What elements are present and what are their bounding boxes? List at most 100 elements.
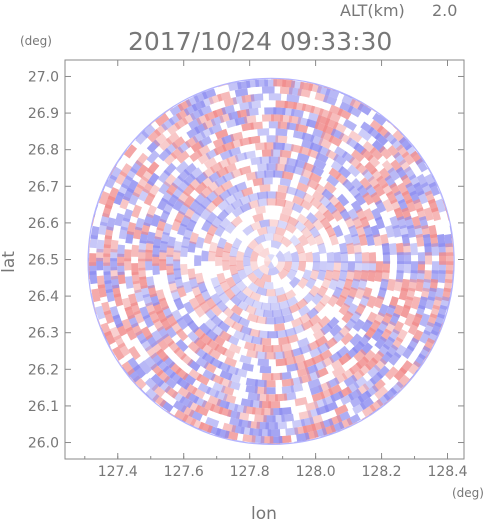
field-cell: [217, 199, 230, 212]
x-tick-label: 128.0: [296, 464, 336, 480]
field-cell: [247, 272, 259, 284]
field-cell: [264, 380, 276, 388]
field-cell: [392, 224, 402, 238]
field-cell: [215, 246, 224, 258]
field-cell: [328, 135, 343, 147]
field-cell: [156, 348, 169, 362]
field-cell: [166, 263, 174, 276]
radar-field: [87, 77, 455, 445]
field-cell: [208, 250, 216, 262]
field-cell: [300, 199, 313, 211]
field-cell: [179, 396, 194, 409]
field-cell: [241, 362, 254, 372]
field-cell: [373, 358, 388, 372]
field-cell: [189, 232, 199, 245]
field-cell: [438, 252, 447, 265]
field-cell: [242, 434, 256, 443]
field-cell: [380, 233, 389, 247]
field-cell: [328, 278, 339, 291]
field-cell: [417, 190, 429, 205]
field-cell: [109, 305, 121, 320]
field-cell: [310, 134, 324, 146]
field-cell: [298, 410, 312, 420]
field-cell: [217, 157, 231, 169]
field-cell: [109, 326, 122, 341]
field-cell: [214, 224, 226, 237]
field-cell: [377, 303, 389, 318]
field-cell: [117, 244, 125, 257]
field-cell: [333, 153, 347, 166]
field-cell: [364, 161, 378, 175]
field-cell: [271, 344, 283, 353]
field-cell: [395, 242, 404, 256]
field-cell: [382, 252, 391, 264]
field-cell: [197, 105, 212, 117]
field-cell: [398, 287, 409, 301]
field-cell: [146, 161, 160, 175]
field-cell: [119, 163, 133, 178]
field-cell: [174, 409, 189, 422]
field-cell: [341, 310, 354, 324]
field-cell: [182, 281, 193, 294]
field-cell: [230, 131, 244, 142]
x-tick-label: 127.4: [98, 464, 138, 480]
field-cell: [252, 242, 265, 255]
field-cell: [267, 254, 275, 262]
field-cell: [292, 419, 306, 428]
y-tick-label: 27.0: [28, 69, 59, 85]
field-cell: [124, 258, 132, 271]
field-cell: [257, 128, 270, 136]
field-cell: [257, 198, 268, 207]
field-cell: [256, 226, 268, 236]
field-cell: [241, 333, 254, 344]
field-cell: [205, 416, 220, 428]
field-cell: [275, 358, 288, 367]
field-cell: [282, 349, 295, 359]
field-cell: [245, 171, 258, 181]
field-cell: [166, 272, 176, 285]
field-cell: [216, 272, 227, 285]
field-cell: [309, 346, 323, 358]
field-cell: [121, 361, 135, 376]
field-cell: [208, 348, 222, 360]
field-cell: [302, 192, 315, 204]
field-cell: [121, 297, 132, 312]
x-unit-label: (deg): [452, 486, 484, 500]
field-cell: [198, 322, 212, 336]
field-cell: [100, 322, 112, 337]
field-cell: [231, 237, 243, 250]
field-cell: [319, 261, 328, 272]
field-cell: [247, 238, 259, 251]
field-cell: [275, 250, 286, 262]
field-cell: [229, 417, 243, 427]
field-cell: [311, 391, 326, 402]
field-cell: [171, 309, 184, 323]
field-cell: [283, 250, 293, 262]
field-cell: [128, 293, 138, 307]
field-cell: [165, 131, 180, 145]
field-cell: [227, 380, 241, 391]
field-cell: [210, 276, 221, 289]
field-cell: [283, 261, 293, 273]
field-cell: [348, 224, 359, 238]
field-cell: [183, 173, 196, 187]
field-cell: [147, 172, 160, 187]
field-cell: [273, 142, 285, 151]
field-cell: [224, 193, 238, 206]
field-cell: [305, 401, 319, 412]
field-cell: [316, 285, 328, 298]
field-cell: [216, 209, 229, 222]
field-cell: [324, 118, 339, 130]
field-cell: [338, 269, 348, 282]
field-cell: [324, 225, 336, 238]
field-cell: [298, 374, 312, 384]
field-cell: [230, 198, 244, 210]
field-cell: [181, 313, 194, 326]
field-cell: [159, 249, 167, 262]
field-cell: [343, 374, 358, 387]
field-cell: [361, 252, 370, 264]
field-cell: [264, 142, 276, 150]
field-cell: [357, 278, 368, 291]
field-cell: [398, 136, 413, 151]
field-cell: [362, 287, 373, 300]
